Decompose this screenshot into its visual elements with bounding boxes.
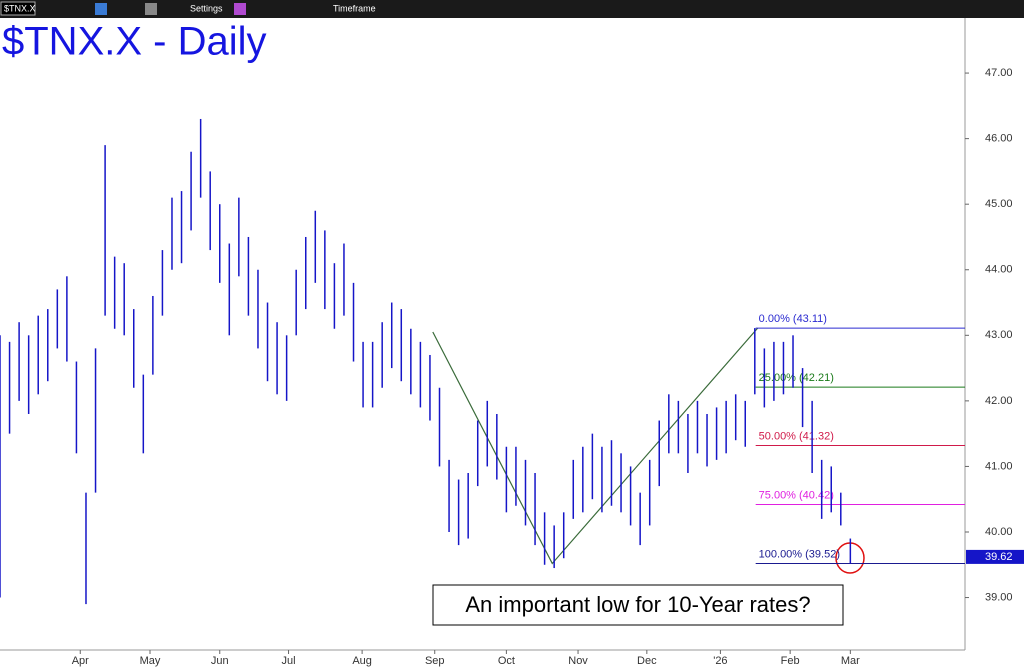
y-tick-label: 39.00	[985, 591, 1013, 603]
fib-swing-line	[432, 327, 759, 565]
y-tick-label: 41.00	[985, 460, 1013, 472]
tool-icon[interactable]	[234, 3, 246, 15]
y-tick-label: 40.00	[985, 526, 1013, 538]
x-tick-label: Jun	[211, 655, 229, 667]
chart-title: $TNX.X - Daily	[2, 20, 267, 64]
y-tick-label: 47.00	[985, 67, 1013, 79]
x-tick-label: Apr	[72, 655, 89, 667]
annotation: An important low for 10-Year rates?	[465, 592, 810, 617]
x-tick-label: Oct	[498, 655, 515, 667]
y-tick-label: 45.00	[985, 198, 1013, 210]
fib-label: 75.00% (40.42)	[759, 489, 834, 501]
x-tick-label: Jul	[282, 655, 296, 667]
x-tick-label: '26	[713, 655, 727, 667]
y-tick-label: 44.00	[985, 264, 1013, 276]
symbol: $TNX.X	[4, 3, 36, 13]
fib-label: 0.00% (43.11)	[759, 313, 827, 325]
y-tick-label: 42.00	[985, 395, 1013, 407]
x-tick-label: Feb	[781, 655, 800, 667]
symbol-box[interactable]	[0, 1, 36, 16]
x-tick-label: Mar	[841, 655, 860, 667]
x-tick-label: Aug	[352, 655, 372, 667]
x-tick-label: Sep	[425, 655, 445, 667]
x-tick-label: May	[140, 655, 161, 667]
fib-label: 25.00% (42.21)	[759, 372, 834, 384]
y-tick-label: 46.00	[985, 133, 1013, 145]
settings-button[interactable]: Settings	[190, 3, 223, 13]
timeframe-button[interactable]: Timeframe	[333, 3, 376, 13]
tool-icon[interactable]	[145, 3, 157, 15]
last-price-box	[966, 549, 1024, 564]
fib-label: 50.00% (41.32)	[759, 430, 834, 442]
x-tick-label: Dec	[637, 655, 657, 667]
last-price: 39.62	[985, 551, 1013, 563]
tool-icon[interactable]	[95, 3, 107, 15]
annotation-box	[432, 584, 844, 626]
x-tick-label: Nov	[568, 655, 588, 667]
fib-label: 100.00% (39.52)	[759, 548, 840, 560]
toolbar	[0, 0, 1024, 18]
y-tick-label: 43.00	[985, 329, 1013, 341]
